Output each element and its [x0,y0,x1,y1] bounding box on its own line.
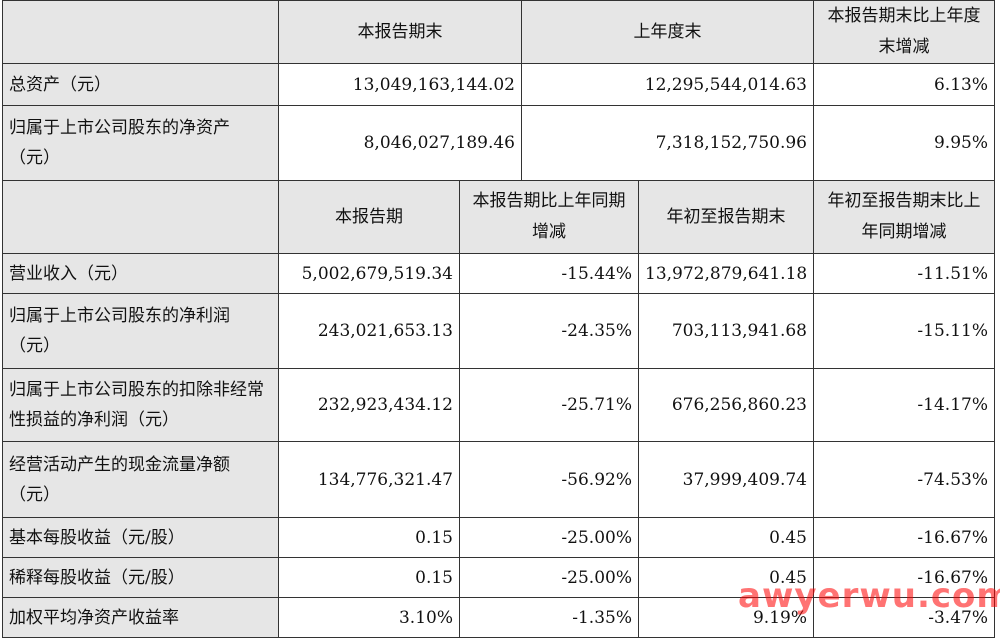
table-row: 经营活动产生的现金流量净额（元） 134,776,321.47 -56.92% … [2,441,995,518]
value-cell: -74.53% [813,441,995,518]
value-cell: 9.95% [813,105,995,181]
table-row: 归属于上市公司股东的净资产（元） 8,046,027,189.46 7,318,… [2,105,995,181]
value-cell: -25.00% [459,557,639,598]
value-cell: -25.00% [459,517,639,558]
corner-cell [2,180,279,254]
value-cell: -16.67% [813,557,995,598]
value-cell: 7,318,152,750.96 [521,105,814,181]
header-period-end: 本报告期末 [278,0,522,64]
value-cell: -56.92% [459,441,639,518]
table-row: 归属于上市公司股东的扣除非经常性损益的净利润（元） 232,923,434.12… [2,368,995,442]
header-ytd-change-yoy: 年初至报告期末比上年同期增减 [813,180,995,254]
top-header-row: 本报告期末 上年度末 本报告期末比上年度末增减 [2,0,995,64]
table-row: 基本每股收益（元/股） 0.15 -25.00% 0.45 -16.67% [2,517,995,558]
value-cell: 13,049,163,144.02 [278,63,522,106]
value-cell: 0.15 [278,517,460,558]
value-cell: 6.13% [813,63,995,106]
row-label: 经营活动产生的现金流量净额（元） [2,441,279,518]
value-cell: 5,002,679,519.34 [278,253,460,294]
value-cell: -25.71% [459,368,639,442]
value-cell: 13,972,879,641.18 [638,253,814,294]
table-row: 稀释每股收益（元/股） 0.15 -25.00% 0.45 -16.67% [2,557,995,598]
value-cell: -15.44% [459,253,639,294]
value-cell: 8,046,027,189.46 [278,105,522,181]
value-cell: 12,295,544,014.63 [521,63,814,106]
table-row: 总资产（元） 13,049,163,144.02 12,295,544,014.… [2,63,995,106]
value-cell: 703,113,941.68 [638,293,814,369]
value-cell: -1.35% [459,597,639,638]
table-row: 加权平均净资产收益率 3.10% -1.35% 9.19% -3.47% [2,597,995,638]
header-prior-year-end: 上年度末 [521,0,814,64]
value-cell: 676,256,860.23 [638,368,814,442]
value-cell: -3.47% [813,597,995,638]
value-cell: 3.10% [278,597,460,638]
value-cell: -11.51% [813,253,995,294]
value-cell: 243,021,653.13 [278,293,460,369]
header-current-period: 本报告期 [278,180,460,254]
header-year-to-date: 年初至报告期末 [638,180,814,254]
value-cell: 0.45 [638,517,814,558]
value-cell: 0.15 [278,557,460,598]
header-period-change-yoy: 本报告期比上年同期增减 [459,180,639,254]
header-change-vs-prior-year-end: 本报告期末比上年度末增减 [813,0,995,64]
value-cell: -15.11% [813,293,995,369]
row-label: 归属于上市公司股东的净资产（元） [2,105,279,181]
table-row: 归属于上市公司股东的净利润（元） 243,021,653.13 -24.35% … [2,293,995,369]
value-cell: 37,999,409.74 [638,441,814,518]
row-label: 稀释每股收益（元/股） [2,557,279,598]
row-label: 归属于上市公司股东的扣除非经常性损益的净利润（元） [2,368,279,442]
row-label: 基本每股收益（元/股） [2,517,279,558]
row-label: 营业收入（元） [2,253,279,294]
row-label: 加权平均净资产收益率 [2,597,279,638]
corner-cell [2,0,279,64]
row-label: 总资产（元） [2,63,279,106]
row-label: 归属于上市公司股东的净利润（元） [2,293,279,369]
value-cell: 0.45 [638,557,814,598]
table-row: 营业收入（元） 5,002,679,519.34 -15.44% 13,972,… [2,253,995,294]
value-cell: -24.35% [459,293,639,369]
value-cell: 232,923,434.12 [278,368,460,442]
value-cell: -14.17% [813,368,995,442]
value-cell: -16.67% [813,517,995,558]
bottom-header-row: 本报告期 本报告期比上年同期增减 年初至报告期末 年初至报告期末比上年同期增减 [2,180,995,254]
value-cell: 9.19% [638,597,814,638]
value-cell: 134,776,321.47 [278,441,460,518]
